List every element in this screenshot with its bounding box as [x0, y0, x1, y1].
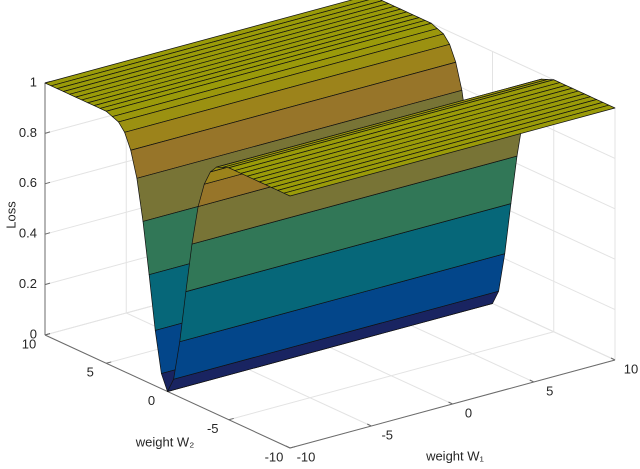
y-tick-label: -10: [265, 449, 284, 464]
tick-mark: [44, 333, 51, 336]
tick-mark: [529, 379, 534, 383]
tick-mark: [367, 423, 372, 427]
tick-mark: [610, 357, 616, 361]
x-tick-label: -5: [381, 427, 393, 442]
tick-mark: [44, 282, 51, 286]
y-tick-label: 0: [148, 393, 155, 408]
z-tick-label: 0.8: [19, 125, 37, 140]
z-tick-label: 0.2: [19, 276, 37, 291]
z-tick-label: 1: [30, 74, 37, 89]
tick-mark: [44, 131, 51, 134]
x-axis-label: weight W₁: [425, 448, 484, 463]
tick-mark: [289, 446, 296, 449]
tick-mark: [448, 401, 453, 405]
x-tick-label: 0: [465, 405, 472, 420]
tick-mark: [44, 232, 51, 235]
z-axis-label: Loss: [3, 201, 18, 229]
y-axis-label: weight W₂: [135, 434, 195, 449]
z-tick-label: 0.6: [19, 175, 37, 190]
tick-mark: [285, 445, 291, 449]
x-tick-label: 5: [546, 383, 553, 398]
grid-line: [228, 331, 554, 421]
tick-mark: [228, 417, 234, 421]
x-tick-label: 10: [624, 361, 638, 376]
tick-mark: [106, 361, 112, 364]
tick-mark: [44, 181, 51, 185]
z-tick-label: 0: [30, 326, 37, 341]
z-tick-label: 0.4: [19, 226, 37, 241]
y-tick-label: 5: [87, 365, 94, 380]
y-tick-label: 10: [22, 336, 36, 351]
surface-patch: [283, 104, 616, 197]
x-tick-label: -10: [297, 449, 316, 464]
y-tick-label: -5: [207, 421, 219, 436]
